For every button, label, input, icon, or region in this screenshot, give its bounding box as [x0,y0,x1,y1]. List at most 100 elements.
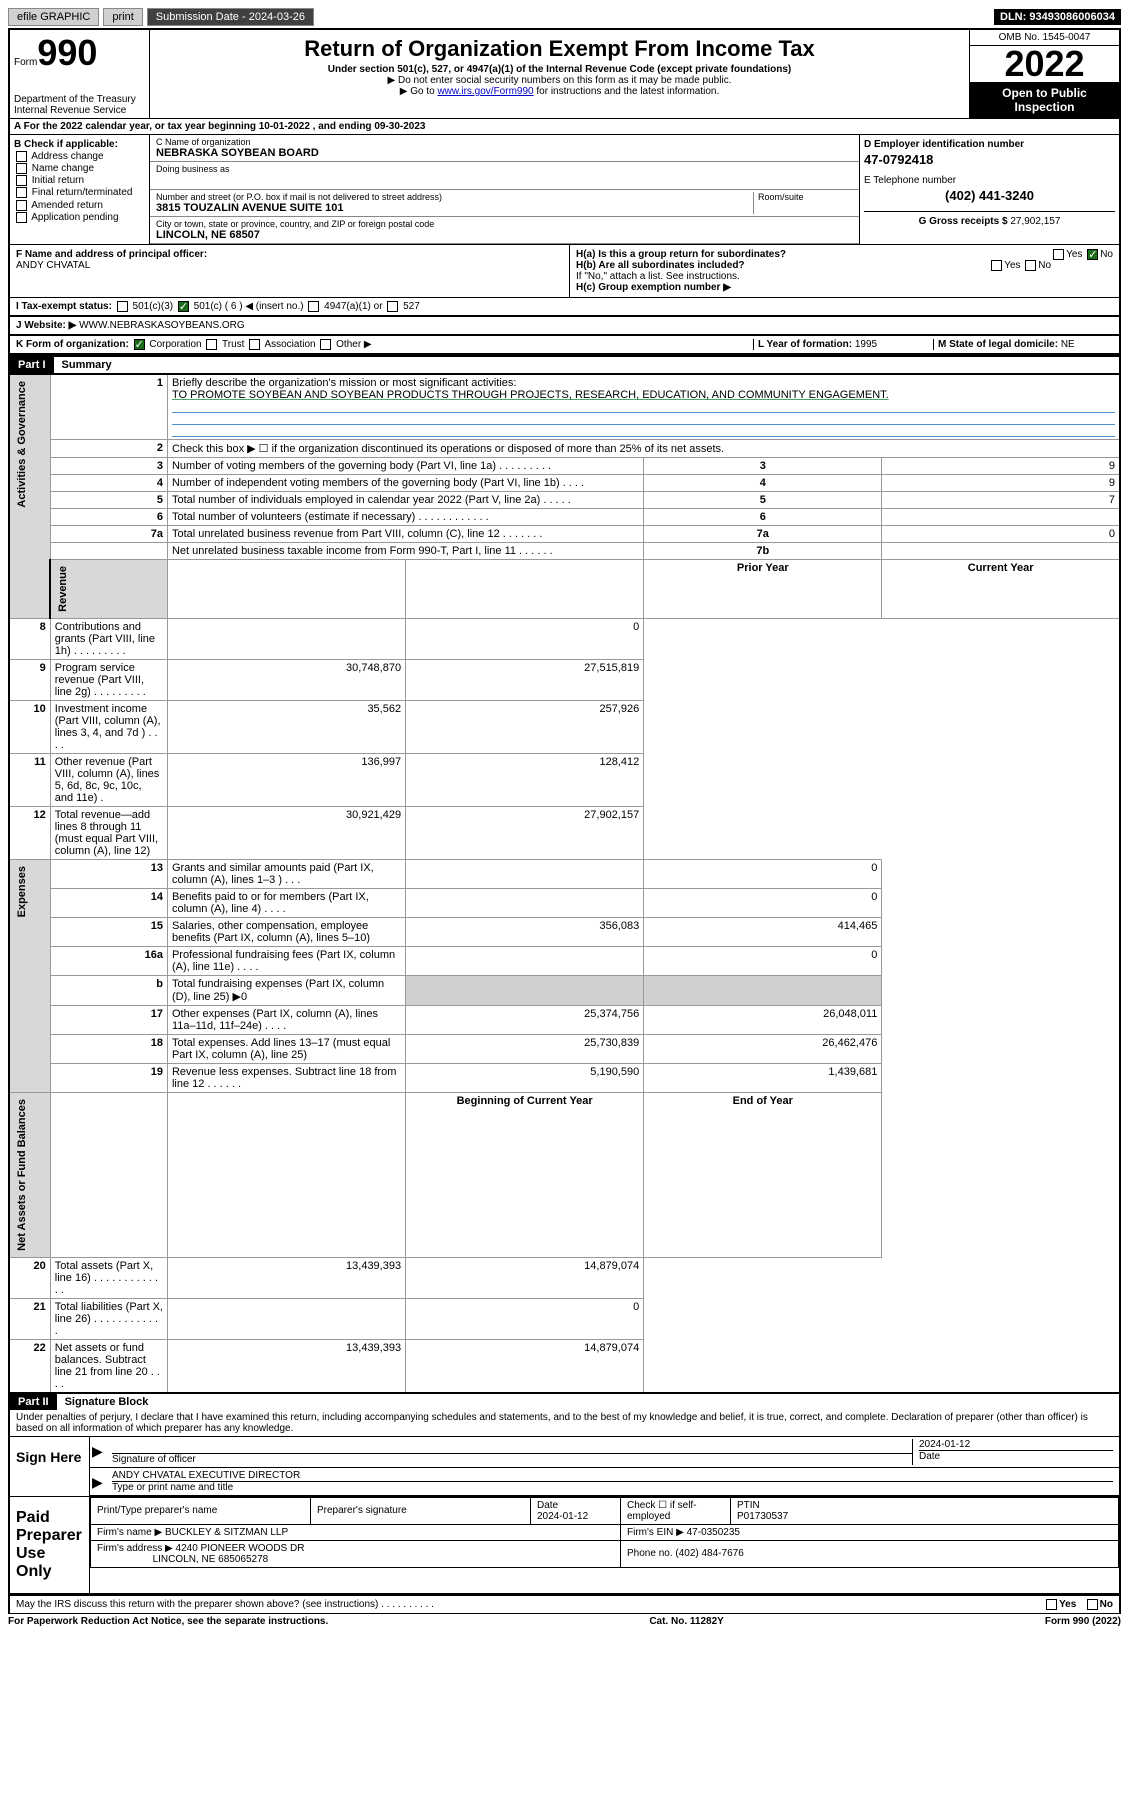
prep-name-label: Print/Type preparer's name [91,1497,311,1524]
org-name: NEBRASKA SOYBEAN BOARD [156,147,853,159]
sign-here-label: Sign Here [10,1437,90,1496]
firm-addr2: LINCOLN, NE 685065278 [153,1554,269,1565]
cb-final-return[interactable]: Final return/terminated [14,187,145,198]
website-value: WWW.NEBRASKASOYBEANS.ORG [79,320,245,331]
hb-yes[interactable]: Yes [1004,260,1020,271]
subtitle-1: Under section 501(c), 527, or 4947(a)(1)… [154,64,965,75]
gross-value: 27,902,157 [1010,216,1060,227]
cb-name-change[interactable]: Name change [14,163,145,174]
row-j: J Website: ▶ WWW.NEBRASKASOYBEANS.ORG [8,316,1121,335]
tab-activities: Activities & Governance [14,377,30,512]
table-row: 22Net assets or fund balances. Subtract … [9,1339,1120,1393]
table-row: 8Contributions and grants (Part VIII, li… [9,619,1120,660]
street-label: Number and street (or P.O. box if mail i… [156,192,753,202]
preparer-table: Print/Type preparer's name Preparer's si… [90,1497,1119,1568]
dln: DLN: 93493086006034 [994,9,1121,25]
527[interactable]: 527 [403,301,420,312]
4947a1[interactable]: 4947(a)(1) or [324,301,382,312]
table-row: 4Number of independent voting members of… [9,475,1120,492]
ptin-value: P01730537 [737,1511,788,1522]
line2: Check this box ▶ ☐ if the organization d… [167,440,1120,458]
tab-netassets: Net Assets or Fund Balances [14,1095,30,1255]
efile-label: efile GRAPHIC [8,8,99,26]
part1-table: Activities & Governance 1 Briefly descri… [8,373,1121,1394]
dept-label: Department of the Treasury [14,94,145,105]
subtitle-2: ▶ Do not enter social security numbers o… [154,75,965,86]
firm-ein-label: Firm's EIN ▶ [627,1527,684,1538]
firm-ein: 47-0350235 [687,1527,740,1538]
row-fh: F Name and address of principal officer:… [8,244,1121,297]
header-mid: Return of Organization Exempt From Incom… [150,30,969,118]
table-row: 16aProfessional fundraising fees (Part I… [9,947,1120,976]
paid-preparer-label: Paid Preparer Use Only [10,1497,90,1593]
footer-left: For Paperwork Reduction Act Notice, see … [8,1616,328,1627]
tax-year: 2022 [970,46,1119,82]
part1-title: Summary [54,359,112,371]
part1-badge: Part I [10,357,54,373]
discuss-yes[interactable]: Yes [1059,1599,1076,1610]
k-other[interactable]: Other ▶ [336,339,371,350]
prep-check-label[interactable]: Check ☐ if self-employed [621,1497,731,1524]
tel-label: E Telephone number [864,175,1115,186]
ptin-label: PTIN [737,1500,760,1511]
tax-status-label: I Tax-exempt status: [16,301,112,312]
table-row: 5Total number of individuals employed in… [9,492,1120,509]
ein-value: 47-0792418 [864,152,1115,167]
table-row: bTotal fundraising expenses (Part IX, co… [9,976,1120,1006]
k-assoc[interactable]: Association [264,339,315,350]
firm-name-label: Firm's name ▶ [97,1527,162,1538]
footer-right: Form 990 (2022) [1045,1616,1121,1627]
print-button[interactable]: print [103,8,142,26]
part1-header-row: Part I Summary [8,355,1121,373]
col-current: Current Year [882,560,1120,619]
sub-date: 2024-03-26 [249,11,305,23]
form-org-label: K Form of organization: [16,339,129,350]
firm-addr1: 4240 PIONEER WOODS DR [176,1543,305,1554]
sig-name-label: Type or print name and title [112,1481,1113,1493]
cb-initial-return[interactable]: Initial return [14,175,145,186]
irs-link[interactable]: www.irs.gov/Form990 [437,86,533,97]
cb-amended[interactable]: Amended return [14,200,145,211]
sub3-post: for instructions and the latest informat… [534,86,720,97]
part2-badge: Part II [10,1394,57,1410]
street-value: 3815 TOUZALIN AVENUE SUITE 101 [156,202,753,214]
row-klm: K Form of organization: Corporation Trus… [8,335,1121,355]
501c3[interactable]: 501(c)(3) [133,301,174,312]
ha-no[interactable]: No [1100,249,1113,260]
website-label: J Website: ▶ [16,320,76,331]
discuss-no[interactable]: No [1100,1599,1113,1610]
col-c: C Name of organization NEBRASKA SOYBEAN … [150,135,859,244]
part2-header-row: Part II Signature Block [8,1394,1121,1410]
hb-no[interactable]: No [1038,260,1051,271]
prep-sig-label: Preparer's signature [311,1497,531,1524]
table-row: 12Total revenue—add lines 8 through 11 (… [9,807,1120,860]
city-label: City or town, state or province, country… [156,219,853,229]
row-i: I Tax-exempt status: 501(c)(3) 501(c) ( … [8,297,1121,316]
sig-officer-label: Signature of officer [112,1453,912,1465]
prep-date: 2024-01-12 [537,1511,588,1522]
firm-name: BUCKLEY & SITZMAN LLP [165,1527,288,1538]
ha-yes[interactable]: Yes [1066,249,1082,260]
part2-title: Signature Block [57,1396,149,1408]
cb-address-change[interactable]: Address change [14,151,145,162]
hb-note: If "No," attach a list. See instructions… [576,271,1113,282]
col-b-header: B Check if applicable: [14,139,145,150]
table-row: Expenses13Grants and similar amounts pai… [9,860,1120,889]
section-bcd: B Check if applicable: Address change Na… [8,135,1121,244]
sig-date-label: Date [919,1450,1113,1462]
501c[interactable]: 501(c) ( 6 ) ◀ (insert no.) [194,301,304,312]
firm-phone-label: Phone no. [627,1548,675,1559]
table-row: 10Investment income (Part VIII, column (… [9,701,1120,754]
k-trust[interactable]: Trust [222,339,244,350]
form-word: Form [14,57,37,68]
discuss-text: May the IRS discuss this return with the… [16,1599,434,1610]
prep-date-label: Date [537,1500,558,1511]
mission-label: Briefly describe the organization's miss… [172,377,516,389]
k-corp[interactable]: Corporation [149,339,201,350]
table-row: Net unrelated business taxable income fr… [9,543,1120,560]
col-b: B Check if applicable: Address change Na… [10,135,150,244]
footer: For Paperwork Reduction Act Notice, see … [8,1614,1121,1629]
room-label: Room/suite [758,192,853,202]
cb-app-pending[interactable]: Application pending [14,212,145,223]
table-row: 17Other expenses (Part IX, column (A), l… [9,1006,1120,1035]
